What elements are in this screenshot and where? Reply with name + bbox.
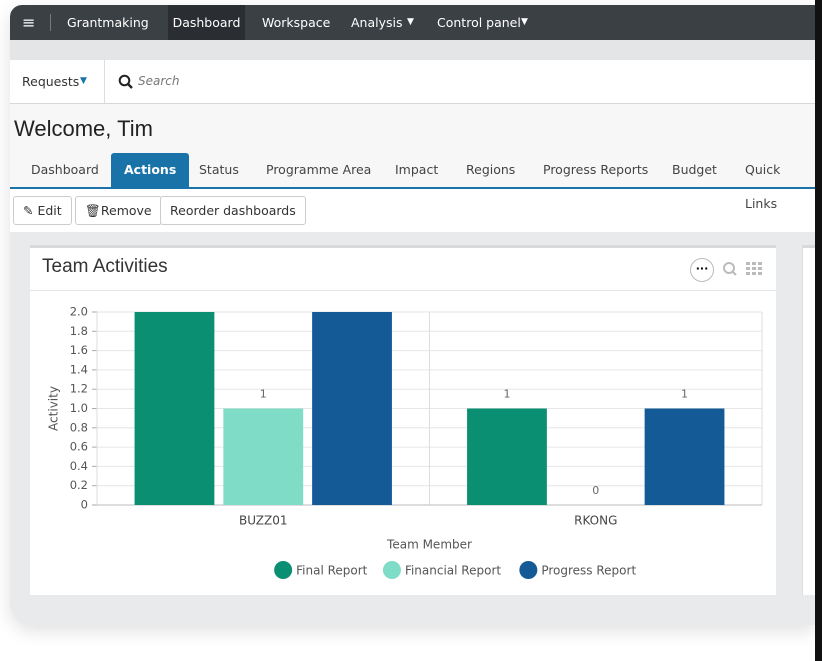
data-label: 1: [260, 388, 267, 401]
reorder-button[interactable]: Reorder dashboards: [160, 196, 306, 225]
panel-partial: [802, 245, 815, 595]
legend-label: Final Report: [296, 564, 368, 578]
legend-swatch: [274, 561, 293, 579]
y-tick-label: 1.6: [70, 343, 88, 357]
data-label: 0: [592, 484, 599, 497]
tab[interactable]: Impact: [395, 162, 439, 177]
y-tick-label: 1.2: [70, 382, 88, 396]
bar: [134, 312, 215, 505]
y-tick-label: 1.4: [70, 362, 88, 376]
legend-swatch: [519, 561, 538, 579]
bar: [223, 408, 304, 505]
y-tick-label: 0.8: [70, 420, 88, 434]
page-title: Welcome, Tim: [14, 116, 153, 141]
button-label: Edit: [37, 203, 62, 218]
more-button[interactable]: ···: [690, 258, 714, 282]
data-label: 1: [503, 388, 510, 401]
search-row: Requests ▼ Search: [10, 60, 815, 104]
tab[interactable]: Budget: [672, 162, 717, 177]
header: Welcome, Tim Dashboard Actions Status Pr…: [10, 104, 815, 232]
y-tick-label: 0.4: [70, 459, 88, 473]
legend-label: Financial Report: [405, 564, 501, 578]
frame-edge: [815, 0, 822, 661]
tab[interactable]: Actions: [111, 153, 190, 187]
grid-icon[interactable]: [746, 262, 764, 276]
bar: [467, 408, 547, 505]
nav-item[interactable]: Dashboard: [168, 5, 245, 40]
nav-item[interactable]: Grantmaking: [67, 15, 149, 30]
top-nav: ≡ Grantmaking Dashboard Workspace Analys…: [10, 5, 815, 40]
panel: Team Activities ··· 0 0.2 0.4 0.6 0.8 1.0 1.2 1…: [30, 245, 776, 595]
x-tick-label: BUZZ01: [239, 514, 288, 528]
panel-title: Team Activities: [42, 256, 168, 277]
y-tick-label: 1.0: [70, 401, 88, 415]
remove-button[interactable]: 🗑Remove: [75, 196, 162, 225]
nav-item[interactable]: Analysis: [351, 15, 403, 30]
search-input[interactable]: Search: [138, 74, 180, 88]
x-axis-title: Team Member: [386, 538, 472, 552]
tab[interactable]: Quick Links: [745, 162, 781, 211]
chart: 0 0.2 0.4 0.6 0.8 1.0 1.2 1.4 1.6 1.8 2.0 Activity T…: [47, 305, 763, 579]
legend-label: Progress Report: [541, 564, 636, 578]
app-window: ≡ Grantmaking Dashboard Workspace Analys…: [10, 5, 815, 625]
tab-line: [10, 187, 815, 189]
legend-swatch: [382, 561, 401, 579]
caret: ▼: [521, 17, 528, 27]
tab[interactable]: Dashboard: [31, 162, 99, 177]
tab[interactable]: Programme Area: [266, 162, 372, 177]
x-tick-label: RKONG: [574, 514, 617, 528]
zoom-icon[interactable]: [722, 261, 738, 277]
panel-divider: [30, 290, 776, 291]
tab[interactable]: Regions: [466, 162, 516, 177]
y-tick-label: 0: [81, 498, 88, 512]
caret: ▼: [407, 17, 414, 27]
menu-icon[interactable]: ≡: [22, 13, 36, 32]
button-label: Remove: [100, 203, 152, 218]
y-tick-label: 0.6: [70, 440, 88, 454]
data-label: 1: [681, 388, 688, 401]
y-tick-label: 1.8: [70, 324, 88, 338]
separator: [104, 60, 105, 103]
bar: [312, 312, 392, 505]
search-icon: [118, 74, 133, 89]
tab[interactable]: Status: [199, 162, 239, 177]
bar: [644, 408, 725, 505]
y-axis-title: Activity: [47, 386, 61, 431]
y-tick-label: 0.2: [70, 478, 88, 492]
tab[interactable]: Progress Reports: [543, 162, 649, 177]
nav-item[interactable]: Control panel: [437, 15, 521, 30]
edit-button[interactable]: ✎ Edit: [13, 196, 72, 225]
scope-select[interactable]: Requests: [22, 74, 80, 89]
caret: ▼: [80, 76, 87, 86]
y-tick-label: 2.0: [70, 305, 88, 319]
nav-item[interactable]: Workspace: [262, 15, 331, 30]
button-label: Reorder dashboards: [170, 203, 296, 218]
separator: [50, 14, 51, 31]
strip: [10, 40, 815, 60]
